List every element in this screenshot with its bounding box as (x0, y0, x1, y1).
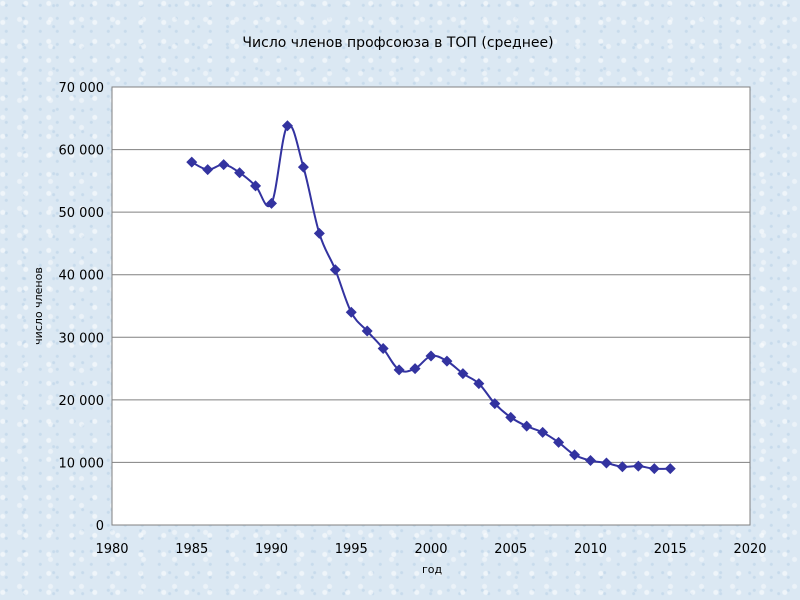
x-tick-label: 2015 (654, 542, 687, 557)
x-axis-ticks: 1980 1985 1990 1995 2000 2005 2010 2015 2020 (95, 542, 766, 557)
y-axis-label: число членов (32, 267, 45, 345)
data-point (537, 426, 549, 438)
data-point (553, 436, 565, 448)
x-tick-label: 1985 (175, 542, 208, 557)
data-series (186, 120, 676, 475)
data-point (329, 264, 341, 276)
y-tick-label: 30 000 (59, 331, 105, 346)
data-point (600, 457, 612, 469)
data-point (393, 364, 405, 376)
y-tick-label: 0 (96, 519, 104, 534)
y-tick-label: 40 000 (59, 269, 105, 284)
data-point (425, 350, 437, 362)
data-point (457, 368, 469, 380)
x-tick-label: 2020 (733, 542, 766, 557)
y-tick-label: 10 000 (59, 456, 105, 471)
data-point (186, 156, 198, 168)
y-axis-ticks: 0 10 000 20 000 30 000 40 000 50 000 60 000 70 … (59, 81, 105, 534)
data-point (266, 197, 277, 209)
x-tick-label: 2010 (574, 542, 607, 557)
data-point (505, 411, 517, 423)
data-point (234, 167, 246, 179)
data-point (632, 460, 644, 472)
x-tick-label: 1995 (335, 542, 368, 557)
x-tick-label: 2000 (414, 542, 447, 557)
data-point (313, 227, 325, 239)
data-point (648, 463, 660, 475)
data-point (473, 378, 485, 390)
data-point (616, 461, 628, 473)
data-point (377, 343, 389, 355)
x-tick-label: 2005 (494, 542, 527, 557)
y-tick-label: 50 000 (59, 206, 105, 221)
data-point (202, 164, 214, 176)
data-point (281, 120, 293, 132)
chart-title: Число членов профсоюза в ТОП (среднее) (242, 35, 553, 51)
data-point (297, 161, 309, 173)
gridlines (112, 149, 750, 463)
x-axis-label: год (422, 563, 443, 576)
data-point (361, 325, 373, 337)
data-point (218, 159, 230, 171)
data-point (250, 180, 262, 192)
x-tick-label: 1990 (255, 542, 288, 557)
data-point (521, 420, 533, 432)
plot-area (111, 86, 751, 526)
data-point (664, 463, 676, 475)
data-point (489, 398, 501, 410)
x-tick-label: 1980 (95, 542, 128, 557)
data-point (585, 455, 596, 467)
data-point (409, 363, 421, 375)
data-point (441, 355, 453, 367)
y-tick-label: 20 000 (59, 394, 105, 409)
data-point (569, 449, 581, 461)
y-tick-label: 70 000 (59, 81, 105, 96)
data-point (345, 306, 357, 318)
y-tick-label: 60 000 (59, 144, 105, 159)
